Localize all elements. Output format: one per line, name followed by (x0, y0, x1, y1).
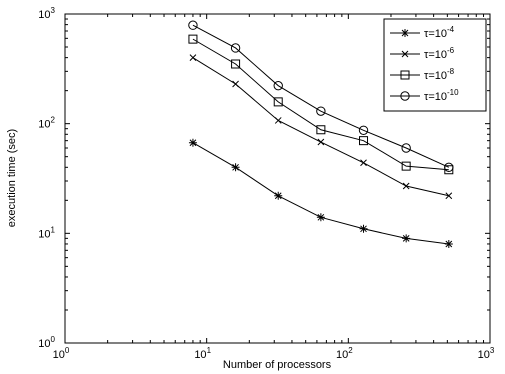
x-axis-title: Number of processors (223, 359, 332, 371)
legend-label: τ=10-8 (424, 67, 455, 82)
data-point (401, 143, 411, 153)
data-point (274, 117, 282, 124)
data-point (232, 80, 239, 88)
data-point (189, 54, 197, 61)
y-tick-label: 100 (38, 335, 55, 350)
legend-marker (400, 70, 410, 80)
legend-marker (401, 50, 409, 58)
legend: τ=10-4 τ=10-6 τ=10-8 τ=10-10 (383, 18, 487, 112)
data-point (360, 159, 367, 167)
legend-label: τ=10-6 (424, 46, 455, 61)
data-point (316, 125, 326, 135)
data-point (444, 162, 454, 173)
data-point (316, 106, 326, 116)
data-point (401, 161, 411, 171)
data-point (231, 59, 241, 69)
y-tick-label: 103 (38, 6, 55, 21)
x-tick-label: 102 (336, 346, 353, 361)
axis-ticks: 100 101 102 103 100 101 102 103 (38, 6, 495, 361)
data-point (445, 192, 453, 200)
series-3 (188, 34, 454, 175)
x-tick-label: 101 (194, 346, 211, 361)
data-point (273, 80, 283, 91)
data-point (230, 43, 241, 53)
data-point (444, 239, 453, 248)
data-point (317, 138, 325, 146)
series-1 (188, 138, 453, 248)
series-4 (188, 20, 454, 173)
legend-label: τ=10-10 (424, 88, 459, 103)
data-point (316, 213, 325, 222)
series-layer (188, 20, 454, 248)
series-line (192, 38, 449, 171)
legend-label: τ=10-4 (424, 25, 455, 40)
data-point (188, 20, 198, 30)
data-point (273, 97, 283, 107)
series-line (192, 24, 450, 168)
y-tick-label: 102 (38, 116, 55, 131)
data-point (402, 234, 411, 243)
data-point (188, 34, 198, 44)
data-point (274, 191, 283, 200)
data-point (231, 163, 240, 172)
data-point (359, 224, 368, 233)
data-point (358, 125, 369, 135)
x-tick-label: 100 (53, 346, 70, 361)
data-point (359, 136, 369, 146)
legend-marker (401, 29, 409, 37)
y-tick-label: 101 (38, 225, 55, 240)
data-point (188, 138, 197, 147)
x-tick-label: 103 (478, 346, 495, 361)
series-2 (189, 54, 453, 200)
data-point (402, 182, 410, 190)
y-axis-title: execution time (sec) (6, 129, 18, 227)
legend-marker (400, 91, 410, 101)
